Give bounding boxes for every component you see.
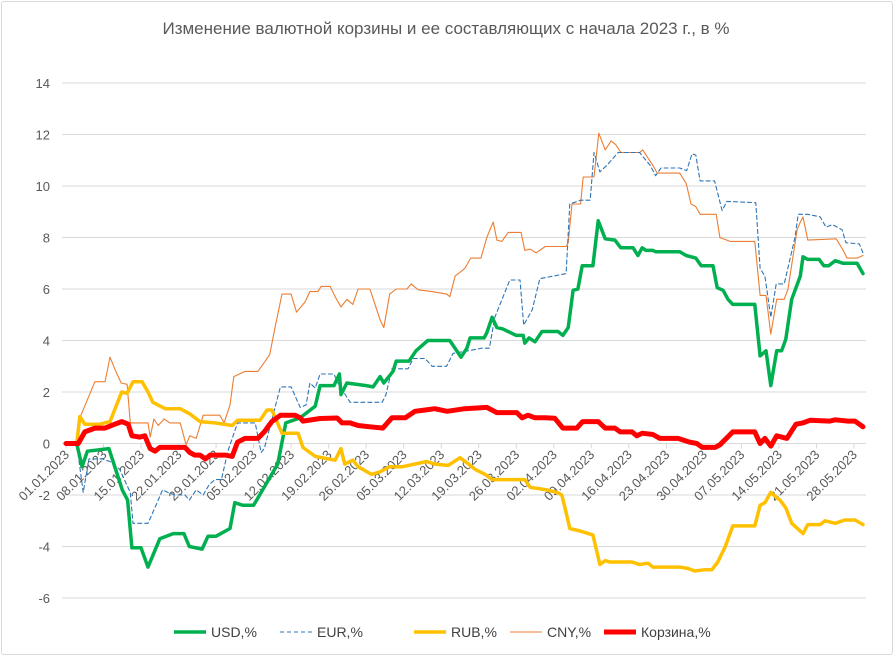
y-axis-ticks: -6 -4 -2 0 2 4 6 8 10 12 14 xyxy=(36,76,50,606)
series-line-rub xyxy=(64,379,865,573)
legend-item: RUB,% xyxy=(414,624,497,640)
legend-label: USD,% xyxy=(211,624,257,640)
y-tick-label: -4 xyxy=(38,540,50,555)
y-tick-label: 0 xyxy=(43,437,50,452)
legend-item: USD,% xyxy=(174,624,257,640)
x-axis-ticks: 01.01.202308.01.202315.01.202322.01.2023… xyxy=(15,443,860,504)
series-line-cny xyxy=(65,132,864,446)
series-line-корзина xyxy=(63,404,866,462)
y-tick-label: 2 xyxy=(43,385,50,400)
legend-label: EUR,% xyxy=(317,624,363,640)
y-tick-label: 14 xyxy=(36,76,50,91)
y-tick-label: 4 xyxy=(43,334,50,349)
y-tick-label: -6 xyxy=(38,591,50,606)
y-tick-label: 6 xyxy=(43,282,50,297)
y-tick-label: -2 xyxy=(38,488,50,503)
series-lines xyxy=(63,132,866,573)
y-tick-label: 10 xyxy=(36,179,50,194)
chart-title: Изменение валютной корзины и ее составля… xyxy=(162,19,729,38)
legend: USD,% EUR,% RUB,% CNY,% Корзина,% xyxy=(174,624,711,640)
series-line-eur xyxy=(65,151,864,524)
y-tick-label: 8 xyxy=(43,231,50,246)
legend-label: CNY,% xyxy=(547,624,591,640)
legend-label: RUB,% xyxy=(451,624,497,640)
legend-item: Корзина,% xyxy=(604,624,711,640)
gridlines xyxy=(62,82,866,599)
y-tick-label: 12 xyxy=(36,128,50,143)
series-line-usd xyxy=(64,219,865,569)
legend-label: Корзина,% xyxy=(641,624,711,640)
legend-item: CNY,% xyxy=(510,624,591,640)
legend-item: EUR,% xyxy=(280,624,363,640)
